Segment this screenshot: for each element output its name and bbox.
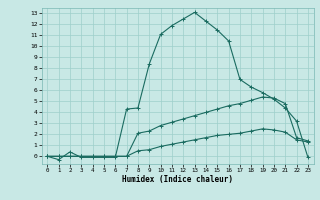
- X-axis label: Humidex (Indice chaleur): Humidex (Indice chaleur): [122, 175, 233, 184]
